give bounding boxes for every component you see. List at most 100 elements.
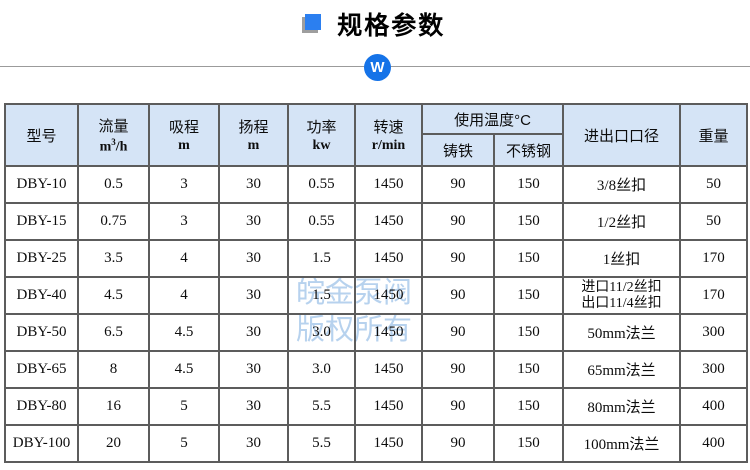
cell-stainless: 150 [493, 424, 564, 463]
cell-speed: 1450 [354, 350, 423, 389]
cell-cast-iron: 90 [421, 276, 495, 315]
cell-stainless: 150 [493, 276, 564, 315]
cell-power: 0.55 [287, 165, 356, 204]
cell-port: 1/2丝扣 [562, 202, 681, 241]
cell-line: 出口11/4丝扣 [581, 295, 662, 311]
cell-suction: 4.5 [148, 350, 220, 389]
cell-power: 3.0 [287, 350, 356, 389]
header-power-unit: kw [312, 138, 331, 153]
header-head: 扬程 m [218, 103, 289, 167]
header-head-label: 扬程 [238, 119, 269, 136]
cell-weight: 170 [679, 239, 748, 278]
cell-model: DBY-15 [4, 202, 79, 241]
cell-weight: 400 [679, 424, 748, 463]
cell-cast-iron: 90 [421, 202, 495, 241]
cell-power: 0.55 [287, 202, 356, 241]
cell-model: DBY-65 [4, 350, 79, 389]
cell-flow: 16 [77, 387, 150, 426]
cell-head: 30 [218, 350, 289, 389]
cell-speed: 1450 [354, 387, 423, 426]
cell-port: 50mm法兰 [562, 313, 681, 352]
cell-power: 1.5 [287, 239, 356, 278]
cell-flow: 4.5 [77, 276, 150, 315]
flow-unit-base: m [99, 139, 112, 155]
cell-power: 5.5 [287, 424, 356, 463]
header-cast-iron: 铸铁 [421, 133, 495, 167]
header-row-2: 铸铁 不锈钢 [5, 133, 747, 167]
cell-port: 3/8丝扣 [562, 165, 681, 204]
cell-cast-iron: 90 [421, 387, 495, 426]
cell-cast-iron: 90 [421, 424, 495, 463]
cell-head: 30 [218, 165, 289, 204]
table-row: DBY-40 4.5 4 30 1.5 1450 90 150 进口11/2丝扣 出口11/4丝扣… [4, 276, 748, 315]
flow-unit-sup: 3 [111, 136, 116, 147]
cell-flow: 3.5 [77, 239, 150, 278]
header-power: 功率 kw [287, 103, 356, 167]
cell-speed: 1450 [354, 165, 423, 204]
cell-model: DBY-50 [4, 313, 79, 352]
cell-weight: 300 [679, 350, 748, 389]
cell-head: 30 [218, 424, 289, 463]
cell-head: 30 [218, 239, 289, 278]
cell-model: DBY-25 [4, 239, 79, 278]
cell-suction: 3 [148, 165, 220, 204]
cell-head: 30 [218, 276, 289, 315]
header-speed: 转速 r/min [354, 103, 423, 167]
cell-speed: 1450 [354, 239, 423, 278]
cell-speed: 1450 [354, 276, 423, 315]
table-row: DBY-80 16 5 30 5.5 1450 90 150 80mm法兰 400 [4, 387, 748, 426]
brand-w-badge-icon: W [364, 54, 391, 81]
header-suction-unit: m [178, 138, 190, 153]
header-temperature-group: 使用温度°C [421, 103, 564, 135]
header-speed-unit: r/min [371, 138, 406, 153]
cell-suction: 5 [148, 387, 220, 426]
cell-weight: 50 [679, 165, 748, 204]
header-port: 进出口口径 [562, 103, 681, 167]
cell-model: DBY-80 [4, 387, 79, 426]
header-head-unit: m [247, 138, 260, 153]
cell-model: DBY-100 [4, 424, 79, 463]
cell-suction: 4 [148, 276, 220, 315]
header-speed-label: 转速 [373, 119, 404, 136]
cell-stainless: 150 [493, 387, 564, 426]
cell-speed: 1450 [354, 313, 423, 352]
header-power-label: 功率 [306, 119, 337, 136]
cell-stainless: 150 [493, 202, 564, 241]
cell-cast-iron: 90 [421, 239, 495, 278]
cell-line: 进口11/2丝扣 [581, 279, 662, 295]
title-bullet-square-icon [304, 14, 321, 30]
table-row: DBY-25 3.5 4 30 1.5 1450 90 150 1丝扣 170 [4, 239, 748, 278]
cell-flow: 0.5 [77, 165, 150, 204]
cell-suction: 4.5 [148, 313, 220, 352]
cell-port: 进口11/2丝扣 出口11/4丝扣 [562, 276, 681, 315]
cell-weight: 50 [679, 202, 748, 241]
spec-table-header: 型号 流量 m3/h 吸程 m 扬程 m 功率 kw 转速 [4, 103, 748, 167]
cell-power: 5.5 [287, 387, 356, 426]
header-flow-label: 流量 [98, 117, 129, 135]
cell-stainless: 150 [493, 239, 564, 278]
header-model: 型号 [4, 103, 79, 167]
header-weight: 重量 [679, 103, 748, 167]
cell-weight: 300 [679, 313, 748, 352]
cell-cast-iron: 90 [421, 165, 495, 204]
cell-model: DBY-40 [4, 276, 79, 315]
cell-port: 80mm法兰 [562, 387, 681, 426]
cell-port: 100mm法兰 [562, 424, 681, 463]
section-title: 规格参数 [0, 6, 750, 42]
table-row: DBY-65 8 4.5 30 3.0 1450 90 150 65mm法兰 300 [4, 350, 748, 389]
section-title-text: 规格参数 [337, 12, 446, 40]
header-row-1: 型号 流量 m3/h 吸程 m 扬程 m 功率 kw 转速 [4, 103, 748, 167]
flow-unit-rest: /h [115, 139, 128, 155]
cell-model: DBY-10 [4, 165, 79, 204]
header-flow: 流量 m3/h [77, 103, 150, 167]
cell-flow: 6.5 [77, 313, 150, 352]
spec-table: 型号 流量 m3/h 吸程 m 扬程 m 功率 kw 转速 [4, 103, 748, 463]
cell-flow: 8 [77, 350, 150, 389]
cell-stainless: 150 [493, 313, 564, 352]
cell-speed: 1450 [354, 202, 423, 241]
cell-suction: 4 [148, 239, 220, 278]
cell-cast-iron: 90 [421, 313, 495, 352]
header-suction: 吸程 m [148, 103, 220, 167]
spec-table-body: DBY-10 0.5 3 30 0.55 1450 90 150 3/8丝扣 50 DBY-15 0.… [4, 165, 748, 463]
header-stainless: 不锈钢 [493, 133, 564, 167]
